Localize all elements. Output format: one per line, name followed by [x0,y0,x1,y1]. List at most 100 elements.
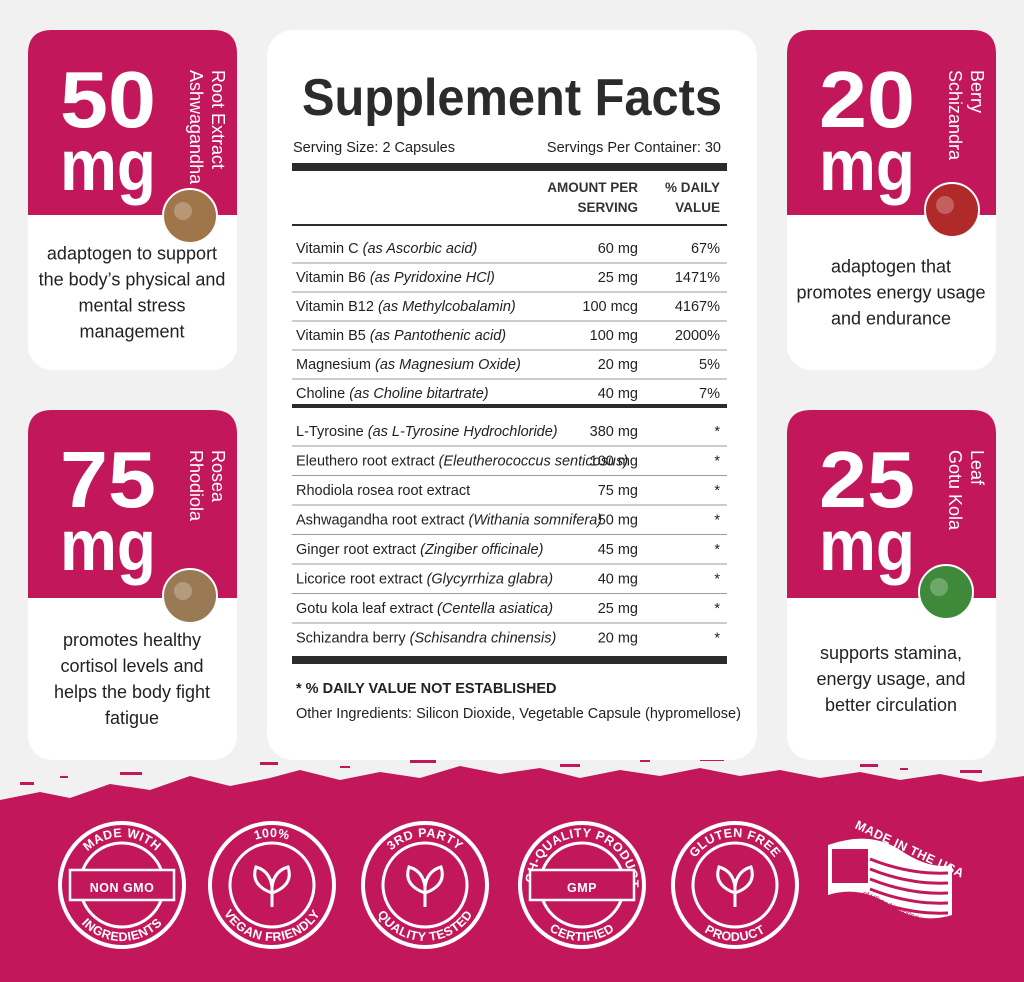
ingredient-dv: * [714,454,720,470]
ingredient-dv: * [714,631,720,647]
badge-center-plate [528,868,636,902]
ingredient-amount: 60 mg [598,241,638,257]
ingredient-label: Ashwagandha root extract (Withania somni… [296,513,602,529]
ingredient-amount: 100 mg [590,328,638,344]
card-amount: 75 [60,435,156,524]
badge-bottom-path-text: PRODUCT [703,922,767,944]
card-description: energy usage, and [816,669,965,689]
card-ingredient-name: Gotu Kola [945,450,965,531]
card-description: adaptogen that [831,257,951,277]
card-header [787,30,996,215]
ingredient-dv: 7% [699,386,720,402]
serving-size: Serving Size: 2 Capsules [293,140,455,156]
ingredient-amount: 45 mg [598,542,638,558]
header-dv: VALUE [675,200,720,215]
card-amount: 25 [819,435,915,524]
badge-icon [253,865,291,907]
card-description: mental stress [78,296,185,316]
badge-top-path-text: 100% [252,826,290,843]
ingredient-label: Vitamin B12 (as Methylcobalamin) [296,299,516,315]
ingredient-source: (as Ascorbic acid) [363,241,478,257]
ingredient-source: (as Pyridoxine HCl) [370,270,495,286]
badge-outer-ring [361,821,489,949]
ingredient-amount: 25 mg [598,270,638,286]
card-description: management [79,322,184,342]
badge-icon [406,865,444,907]
badge-inner-ring [228,841,316,929]
ingredient-dv: * [714,424,720,440]
card-description: helps the body fight [54,682,210,702]
ingredient-dv: * [714,572,720,588]
other-ingredients: Other Ingredients: Silicon Dioxide, Vege… [296,706,741,722]
ingredient-name: Vitamin B5 [296,328,370,344]
bottom-band [0,766,1024,982]
ingredient-name: Vitamin C [296,241,363,257]
ingredient-name: Schizandra berry [296,631,410,647]
badge-outer-ring [58,821,186,949]
badge-bottom-text: PRODUCT [703,922,768,944]
header-amount: AMOUNT PER [547,180,638,195]
ingredient-label: Gotu kola leaf extract (Centella asiatic… [296,601,553,617]
thick-rule [292,404,727,408]
ingredient-label: Licorice root extract (Glycyrrhiza glabr… [296,572,553,588]
ingredient-source: (as L-Tyrosine Hydrochloride) [368,424,558,440]
ingredient-name: Licorice root extract [296,572,427,588]
ingredient-amount: 25 mg [598,601,638,617]
thick-rule [292,163,727,171]
ingredient-name: Vitamin B6 [296,270,370,286]
card-description: promotes energy usage [796,283,985,303]
card-header [28,410,237,598]
ingredient-name: Magnesium [296,357,375,373]
ingredient-name: Rhodiola rosea root extract [296,483,470,499]
ingredient-dv: 2000% [675,328,720,344]
badge-outer-ring [518,821,646,949]
ingredient-name: L-Tyrosine [296,424,368,440]
ingredient-image [162,568,218,624]
ingredient-name: Ginger root extract [296,542,420,558]
ingredient-image-detail [930,578,948,596]
ingredient-source: (as Pantothenic acid) [370,328,506,344]
card-amount: 20 [819,55,915,144]
ingredient-label: Rhodiola rosea root extract [296,483,470,499]
card-ingredient-name: Berry [967,70,987,113]
card-description: fatigue [105,708,159,728]
ingredient-image-detail [936,196,954,214]
flag-stripe [869,877,949,895]
badge-bottom-text: CERTIFIED [547,921,616,944]
ingredient-dv: * [714,513,720,529]
card-description: promotes healthy [63,630,201,650]
card-ingredient-name: Schizandra [945,70,965,161]
ingredient-amount: 40 mg [598,572,638,588]
ingredient-amount: 100 mg [590,454,638,470]
card-unit: mg [819,506,915,586]
badge-outer-ring [208,821,336,949]
facts-title: Supplement Facts [302,69,722,127]
ingredient-source: (Centella asiatica) [437,601,553,617]
thick-rule [292,656,727,664]
servings-per-container: Servings Per Container: 30 [547,140,721,156]
ingredient-amount: 40 mg [598,386,638,402]
card-description: cortisol levels and [60,656,203,676]
ingredient-image [924,182,980,238]
ingredient-label: Vitamin C (as Ascorbic acid) [296,241,477,257]
ingredient-dv: 67% [691,241,720,257]
card-description: adaptogen to support [47,244,217,264]
ingredient-name: Eleuthero root extract [296,454,439,470]
ingredient-dv: * [714,483,720,499]
ingredient-source: (Schisandra chinensis) [410,631,557,647]
card-description: supports stamina, [820,643,962,663]
badge-top-text: 100% [252,826,291,843]
flag-stripe [869,857,949,875]
badge-outer-ring [671,821,799,949]
ingredient-label: Choline (as Choline bitartrate) [296,386,489,402]
card-amount: 50 [60,55,156,144]
ingredient-source: (as Methylcobalamin) [378,299,516,315]
ingredient-source: (as Magnesium Oxide) [375,357,521,373]
flag-canton [832,849,868,883]
card-unit: mg [819,126,915,206]
flag-stripe [869,867,949,885]
ingredient-name: Vitamin B12 [296,299,378,315]
card-ingredient-name: Rhodiola [186,450,206,522]
